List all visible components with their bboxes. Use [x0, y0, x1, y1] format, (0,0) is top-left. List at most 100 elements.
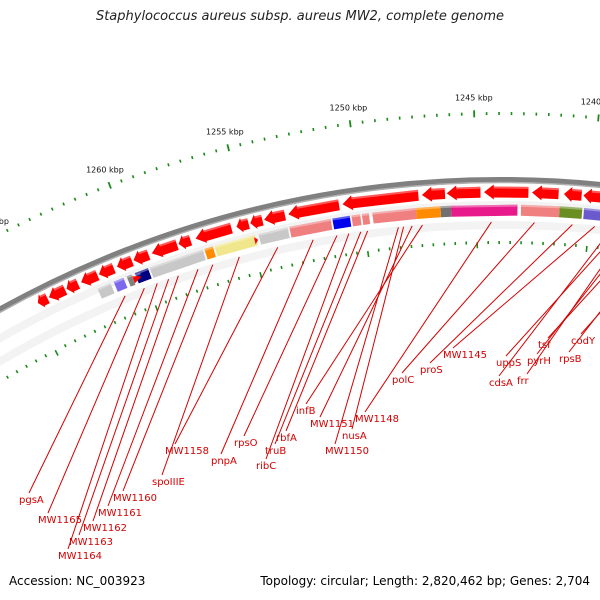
gene-feature[interactable] [81, 269, 100, 286]
gene-label[interactable]: pgsA [19, 495, 44, 506]
gene-label[interactable]: MW1148 [355, 414, 399, 425]
gene-feature[interactable] [264, 209, 287, 225]
gene-label[interactable]: MW1145 [443, 350, 487, 361]
gene-label[interactable]: infB [296, 406, 316, 417]
leader-line [364, 221, 492, 413]
kbp-tick-track [5, 110, 600, 379]
gene-label[interactable]: MW1151 [310, 419, 354, 430]
inner-minor-tick [113, 320, 117, 325]
gene-label[interactable]: MW1161 [98, 508, 142, 519]
gene-label[interactable]: pyrH [527, 356, 551, 367]
leader-line [536, 273, 600, 355]
gene-label[interactable]: MW1162 [83, 523, 127, 534]
ruler-minor-tick [85, 192, 88, 197]
gene-feature[interactable] [37, 293, 50, 308]
gene-feature[interactable] [531, 185, 559, 201]
gene-highlight [149, 249, 204, 270]
gene-feature[interactable] [332, 215, 352, 230]
gene-highlight [289, 218, 331, 229]
gene-label[interactable]: frr [517, 376, 529, 387]
leader-line [47, 288, 145, 514]
gene-feature[interactable] [98, 263, 116, 279]
gene-label[interactable]: MW1165 [38, 515, 82, 526]
gene-feature[interactable] [421, 186, 446, 202]
leader-line [568, 311, 600, 353]
gene-feature[interactable] [48, 284, 68, 301]
leader-line [28, 295, 126, 494]
gene-feature[interactable] [342, 189, 419, 211]
ruler-major-tick [348, 120, 352, 128]
gene-feature[interactable] [289, 218, 333, 238]
gene-highlight [559, 206, 583, 210]
gene-feature[interactable] [583, 188, 600, 204]
gene-label[interactable]: MW1163 [69, 537, 113, 548]
gene-feature[interactable] [446, 185, 481, 201]
leader-line [285, 230, 369, 432]
gene-label[interactable]: spoIIIE [152, 477, 185, 488]
gene-label[interactable]: nusA [342, 431, 367, 442]
gene-feature[interactable] [558, 206, 583, 219]
gene-highlight [361, 213, 370, 217]
gene-label-leaders [28, 221, 600, 550]
inner-minor-tick [269, 268, 272, 272]
gene-feature[interactable] [288, 199, 340, 220]
gene-feature[interactable] [178, 234, 193, 250]
gene-feature[interactable] [250, 214, 264, 230]
gene-label[interactable]: rpsO [234, 438, 258, 449]
gene-feature[interactable] [151, 239, 179, 258]
gene-feature[interactable] [117, 255, 134, 272]
gene-feature[interactable] [134, 268, 152, 284]
gene-feature[interactable] [450, 204, 518, 217]
gene-feature[interactable] [351, 214, 362, 227]
gene-feature[interactable] [204, 246, 216, 260]
gene-feature[interactable] [563, 187, 583, 203]
gene-highlight [450, 204, 518, 208]
gene-label[interactable]: codY [571, 336, 596, 347]
gene-label[interactable]: MW1164 [58, 551, 102, 562]
leader-line [429, 224, 573, 364]
gene-feature[interactable] [415, 206, 442, 219]
inner-minor-tick [133, 312, 137, 316]
inner-minor-tick [280, 265, 283, 270]
gene-feature[interactable] [372, 208, 417, 224]
gene-highlight [440, 205, 451, 209]
gene-feature[interactable] [236, 218, 250, 233]
gene-feature[interactable] [66, 278, 81, 294]
gene-label[interactable]: proS [420, 365, 443, 376]
inner-minor-tick [291, 263, 294, 267]
gene-label[interactable]: pnpA [211, 456, 237, 467]
gene-feature[interactable] [253, 236, 259, 245]
gene-label[interactable]: rpsB [559, 354, 582, 365]
gene-feature[interactable] [132, 275, 142, 284]
inner-minor-tick [25, 364, 28, 368]
gene-feature[interactable] [97, 283, 115, 299]
kbp-ruler-labels: 1240 kbp 1245 kbp 1250 kbp 1255 kbp 1260 kbp… [0, 93, 600, 226]
gene-feature[interactable] [149, 249, 206, 278]
gene-label[interactable]: truB [265, 446, 286, 457]
gene-label[interactable]: MW1158 [165, 446, 209, 457]
inner-minor-tick [248, 273, 251, 278]
gene-label[interactable]: tsf [538, 340, 551, 351]
gene-feature[interactable] [195, 222, 233, 243]
gene-label[interactable]: MW1160 [113, 493, 157, 504]
gene-feature[interactable] [583, 208, 600, 221]
gene-feature[interactable] [440, 205, 452, 218]
gene-feature[interactable] [484, 184, 529, 200]
gene-highlight [258, 227, 288, 236]
gene-label[interactable]: polC [392, 375, 414, 386]
gene-feature[interactable] [258, 227, 290, 245]
gene-highlight [182, 234, 190, 239]
gene-feature[interactable] [133, 249, 151, 265]
gene-label[interactable]: MW1150 [325, 446, 369, 457]
gene-feature[interactable] [113, 277, 128, 292]
gene-feature[interactable] [361, 213, 371, 225]
gene-feature[interactable] [520, 204, 560, 218]
gene-label[interactable]: ribC [256, 461, 276, 472]
gene-feature[interactable] [214, 234, 258, 257]
gene-feature[interactable] [126, 274, 136, 287]
inner-major-tick [54, 349, 59, 356]
gene-highlight [583, 208, 600, 212]
gene-label[interactable]: cdsA [489, 378, 513, 389]
gene-label[interactable]: rbfA [276, 433, 297, 444]
gene-label[interactable]: uppS [496, 358, 521, 369]
